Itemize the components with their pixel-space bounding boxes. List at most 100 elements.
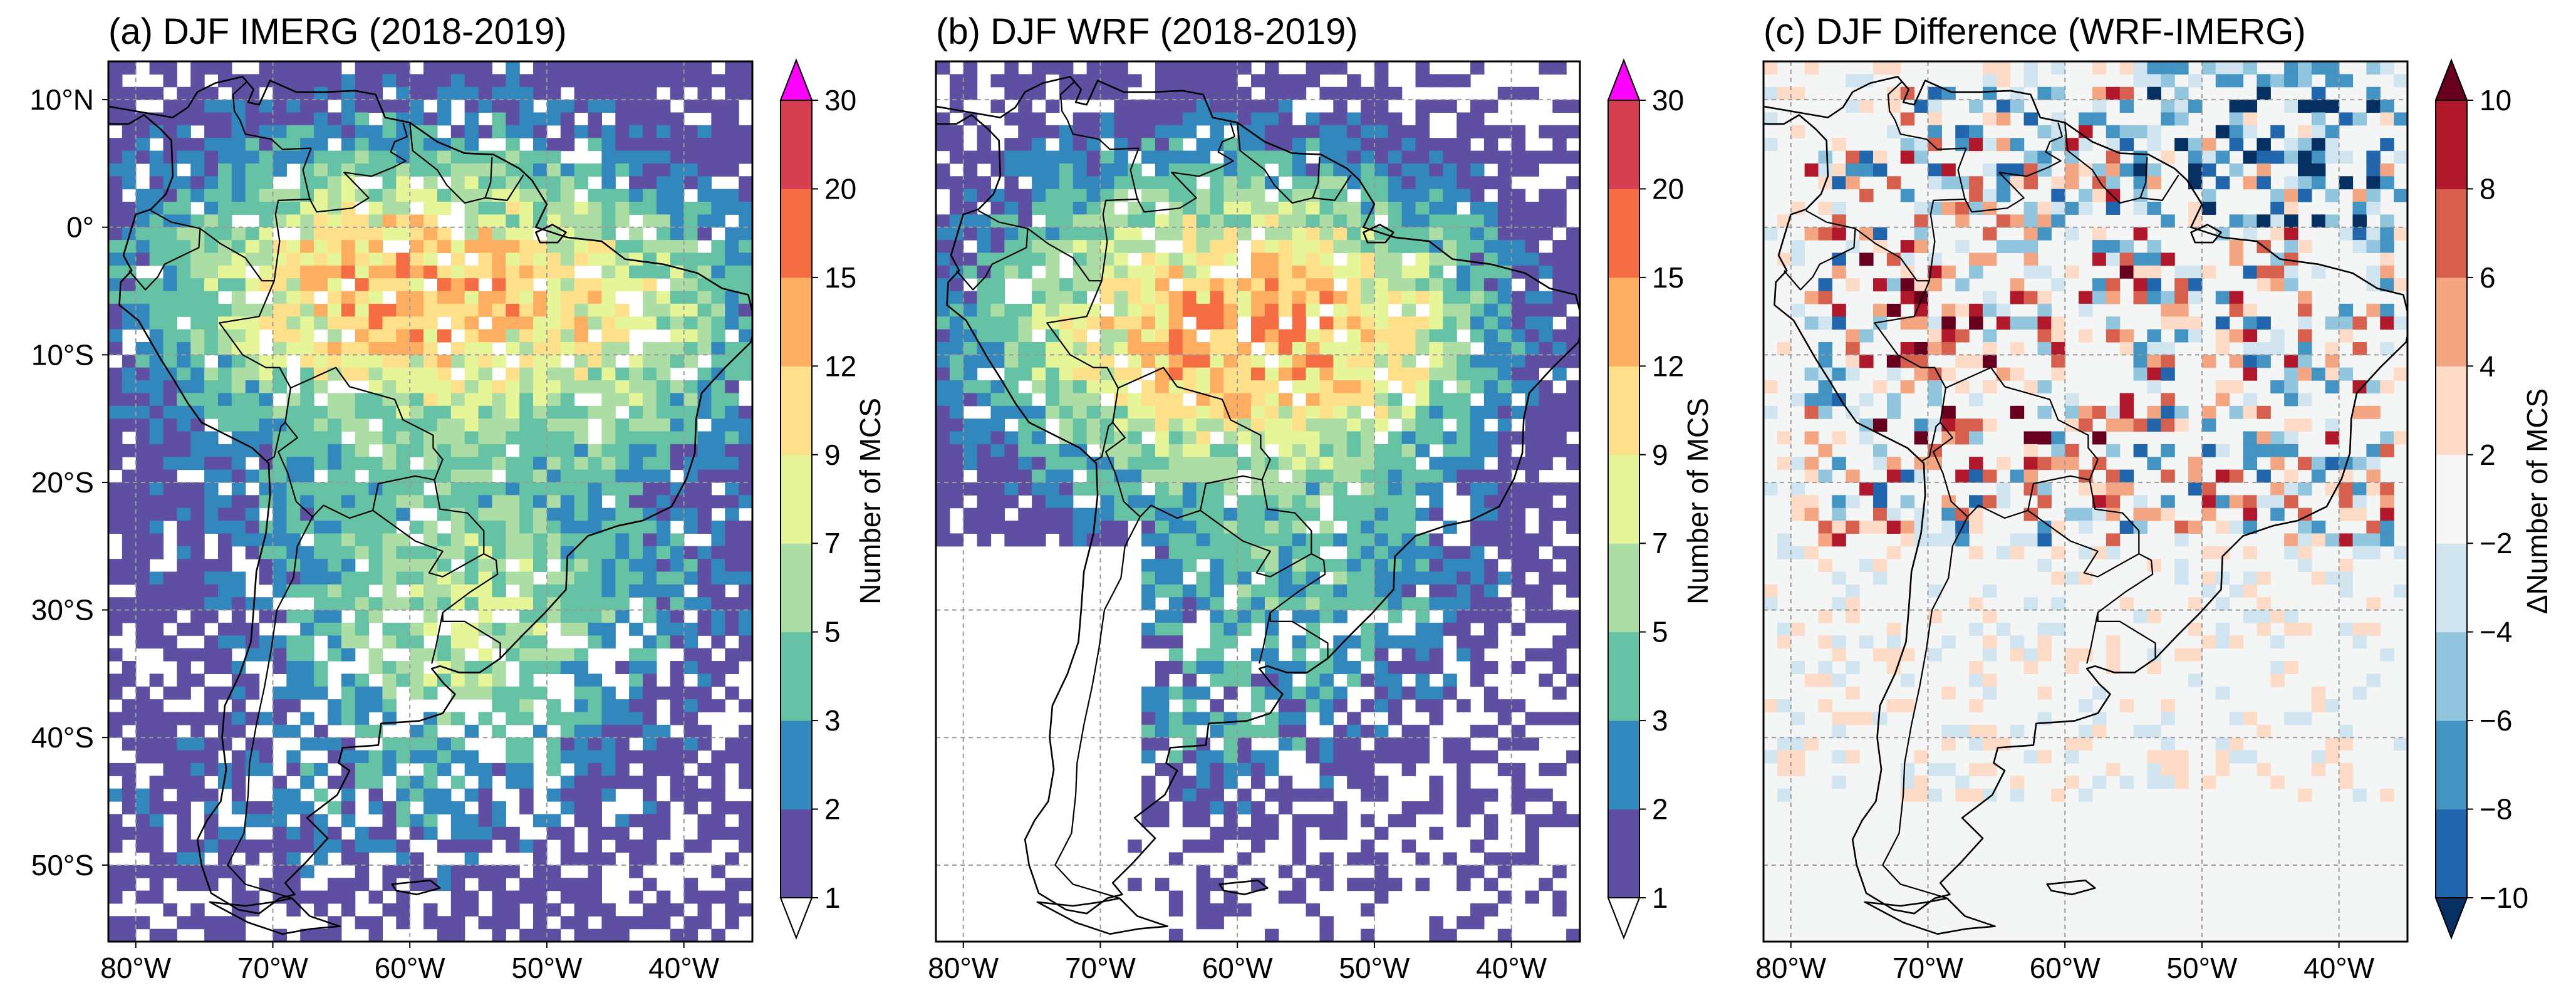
mcs-cell bbox=[423, 418, 438, 432]
mcs-cell bbox=[1374, 788, 1389, 802]
mcs-cell bbox=[259, 635, 274, 649]
mcs-cell bbox=[629, 150, 643, 164]
mcs-cell bbox=[423, 686, 438, 700]
mcs-cell bbox=[1566, 571, 1580, 585]
mcs-cell bbox=[1374, 405, 1389, 419]
mcs-cell bbox=[1196, 571, 1211, 585]
mcs-cell bbox=[519, 546, 534, 559]
mcs-cell bbox=[1210, 699, 1224, 713]
mcs-cell bbox=[1319, 418, 1334, 432]
mcs-cell bbox=[990, 393, 1005, 407]
mcs-cell bbox=[1237, 86, 1252, 100]
mcs-cell bbox=[190, 597, 205, 611]
mcs-cell bbox=[190, 622, 205, 636]
mcs-cell bbox=[368, 801, 383, 814]
mcs-cell bbox=[135, 788, 150, 802]
mcs-cell bbox=[574, 341, 589, 355]
mcs-cell bbox=[1168, 482, 1183, 496]
mcs-cell bbox=[450, 74, 465, 88]
mcs-cell bbox=[492, 533, 506, 547]
mcs-cell bbox=[1264, 673, 1279, 687]
mcs-cell bbox=[697, 214, 712, 228]
mcs-cell bbox=[683, 546, 699, 559]
mcs-cell bbox=[574, 74, 589, 88]
mcs-cell bbox=[711, 673, 725, 687]
mcs-cell bbox=[739, 533, 752, 547]
mcs-cell bbox=[1832, 163, 1846, 177]
mcs-cell bbox=[670, 622, 685, 636]
mcs-cell bbox=[1141, 559, 1156, 573]
mcs-cell bbox=[423, 457, 438, 470]
mcs-cell bbox=[725, 521, 739, 534]
mcs-cell bbox=[396, 788, 410, 802]
mcs-cell bbox=[1196, 507, 1211, 521]
mcs-cell bbox=[245, 533, 260, 547]
mcs-cell bbox=[601, 444, 616, 457]
mcs-cell bbox=[259, 240, 274, 254]
mcs-cell bbox=[629, 839, 643, 853]
mcs-cell bbox=[574, 291, 589, 304]
mcs-cell bbox=[963, 163, 978, 177]
mcs-cell bbox=[190, 291, 205, 304]
mcs-cell bbox=[1415, 329, 1430, 343]
mcs-cell bbox=[1032, 316, 1046, 330]
mcs-cell bbox=[1155, 571, 1170, 585]
mcs-cell bbox=[1483, 635, 1498, 649]
mcs-cell bbox=[1292, 86, 1307, 100]
mcs-cell bbox=[1525, 431, 1539, 445]
mcs-cell bbox=[382, 444, 397, 457]
mcs-cell bbox=[963, 61, 978, 75]
mcs-cell bbox=[1251, 112, 1265, 126]
mcs-cell bbox=[1072, 393, 1088, 407]
mcs-cell bbox=[1415, 622, 1430, 636]
mcs-cell bbox=[588, 291, 602, 304]
mcs-cell bbox=[1429, 699, 1443, 713]
mcs-cell bbox=[355, 431, 370, 445]
mcs-cell bbox=[1237, 355, 1252, 368]
mcs-cell bbox=[217, 916, 232, 930]
mcs-cell bbox=[1483, 610, 1498, 623]
mcs-cell bbox=[1790, 495, 1805, 509]
mcs-cell bbox=[1539, 521, 1553, 534]
mcs-cell bbox=[519, 673, 534, 687]
mcs-cell bbox=[478, 801, 493, 814]
mcs-cell bbox=[1059, 393, 1074, 407]
mcs-cell bbox=[670, 903, 685, 917]
mcs-cell bbox=[725, 571, 739, 585]
mcs-cell bbox=[1182, 405, 1197, 419]
mcs-cell bbox=[1374, 852, 1389, 866]
mcs-cell bbox=[1072, 405, 1088, 419]
mcs-cell bbox=[423, 431, 438, 445]
mcs-cell bbox=[1483, 176, 1498, 190]
mcs-cell bbox=[739, 482, 752, 496]
mcs-cell bbox=[519, 393, 534, 407]
mcs-cell bbox=[519, 533, 534, 547]
mcs-cell bbox=[506, 916, 520, 930]
mcs-cell bbox=[1155, 393, 1170, 407]
mcs-cell bbox=[1347, 762, 1361, 776]
mcs-cell bbox=[629, 482, 643, 496]
mcs-cell bbox=[231, 265, 246, 279]
mcs-cell bbox=[1457, 341, 1471, 355]
mcs-cell bbox=[1443, 227, 1457, 241]
mcs-cell bbox=[341, 890, 356, 904]
mcs-cell bbox=[410, 86, 424, 100]
mcs-cell bbox=[949, 495, 964, 509]
mcs-cell bbox=[341, 265, 356, 279]
mcs-cell bbox=[1483, 431, 1498, 445]
mcs-cell bbox=[1059, 201, 1074, 215]
mcs-cell bbox=[327, 150, 342, 164]
mcs-cell bbox=[245, 750, 260, 764]
mcs-cell bbox=[450, 826, 465, 840]
mcs-cell bbox=[697, 405, 712, 419]
mcs-cell bbox=[273, 788, 287, 802]
mcs-cell bbox=[1374, 699, 1389, 713]
mcs-cell bbox=[410, 814, 424, 828]
mcs-cell bbox=[437, 74, 452, 88]
mcs-cell bbox=[615, 928, 630, 942]
mcs-cell bbox=[1415, 252, 1430, 266]
mcs-cell bbox=[936, 278, 950, 292]
mcs-cell bbox=[1059, 367, 1074, 381]
mcs-cell bbox=[1264, 252, 1279, 266]
mcs-cell bbox=[1470, 227, 1485, 241]
